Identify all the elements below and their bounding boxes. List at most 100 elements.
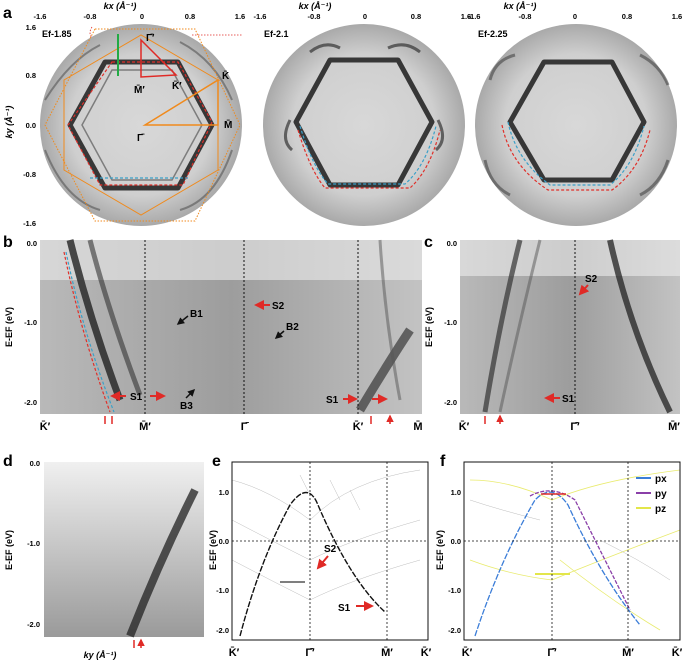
d-ytick: -2.0 xyxy=(27,620,40,629)
fermi-map-2: Ef-2.1 xyxy=(263,24,465,226)
panel-a-xticks: -1.6 -0.8 0 0.8 1.6 -1.6 -0.8 0 0.8 1.6 … xyxy=(34,12,683,21)
b-ytick: 0.0 xyxy=(27,239,37,248)
bz-k: K̄ xyxy=(222,70,230,82)
a3-xtick: -1.6 xyxy=(468,12,481,21)
bz-m: M̄ xyxy=(224,119,232,131)
bz-k-prime: K̄′ xyxy=(172,80,182,92)
b-xtick: K̄′ xyxy=(40,421,51,433)
c-annot-s2: S2 xyxy=(585,274,598,285)
a1-xtick: 0.8 xyxy=(185,12,195,21)
d-ytick: -1.0 xyxy=(27,539,40,548)
legend-label-py: py xyxy=(655,489,667,500)
a-ytick: 1.6 xyxy=(26,23,36,32)
panel-a: kx (Å⁻¹) kx (Å⁻¹) kx (Å⁻¹) ky (Å⁻¹) -1.6… xyxy=(4,1,682,228)
panel-a-kx-label-2: kx (Å⁻¹) xyxy=(299,1,332,11)
panel-label-b: b xyxy=(3,234,13,251)
f-xtick: K̄′ xyxy=(672,647,683,659)
a3-xtick: 1.6 xyxy=(672,12,682,21)
b-xtick: K̄′ xyxy=(353,421,364,433)
f-ytick: 0.0 xyxy=(451,537,461,546)
panel-label-c: c xyxy=(424,234,433,251)
panel-label-d: d xyxy=(3,453,13,470)
panel-d: E-EF (eV) 0.0 -1.0 -2.0 ky (Å⁻¹) xyxy=(4,459,204,660)
e-xtick: K̄′ xyxy=(421,647,432,659)
a3-xtick: -0.8 xyxy=(519,12,532,21)
b-annot-s1-right: S1 xyxy=(326,395,339,406)
f-xtick: M̄′ xyxy=(622,647,634,659)
a1-xtick: 0 xyxy=(140,12,144,21)
e-ytick: 0.0 xyxy=(219,537,229,546)
panel-f-legend: px py pz xyxy=(636,474,667,515)
c-xtick: M̄′ xyxy=(668,421,680,433)
fermi-map-3: Ef-2.25 xyxy=(475,24,677,226)
b-annot-b2: B2 xyxy=(286,322,299,333)
panel-label-e: e xyxy=(212,453,221,470)
c-ytick: -2.0 xyxy=(444,398,457,407)
panel-a-kx-label-1: kx (Å⁻¹) xyxy=(104,1,137,11)
b-ytick: -1.0 xyxy=(24,318,37,327)
legend-label-pz: pz xyxy=(655,504,666,515)
panel-b-ylabel: E-EF (eV) xyxy=(4,307,14,347)
bz-m-prime: M̄′ xyxy=(134,84,145,96)
map-2-energy: Ef-2.1 xyxy=(264,29,289,39)
f-xtick: K̄′ xyxy=(462,647,473,659)
fermi-map-1: Γ̄′ M̄′ K̄′ K̄ M̄ Γ̄ Ef-1.85 xyxy=(40,24,242,226)
a2-xtick: 0 xyxy=(363,12,367,21)
e-ytick: -2.0 xyxy=(216,626,229,635)
bz-gamma: Γ̄ xyxy=(137,133,145,144)
b-xtick: M̄ xyxy=(413,421,422,433)
c-annot-s1: S1 xyxy=(562,394,575,405)
a-ytick: -1.6 xyxy=(23,219,36,228)
legend-label-px: px xyxy=(655,474,667,485)
panel-a-kx-label-3: kx (Å⁻¹) xyxy=(504,1,537,11)
f-ytick: 1.0 xyxy=(451,488,461,497)
c-ytick: -1.0 xyxy=(444,318,457,327)
panel-d-xlabel: ky (Å⁻¹) xyxy=(84,650,117,660)
f-ytick: -2.0 xyxy=(448,626,461,635)
b-xtick: Γ̄ xyxy=(241,421,250,433)
a2-xtick: -1.6 xyxy=(254,12,267,21)
panel-c-ylabel: E-EF (eV) xyxy=(424,307,434,347)
a1-xtick: -1.6 xyxy=(34,12,47,21)
e-annot-s1: S1 xyxy=(338,603,351,614)
panel-a-yticks: 1.6 0.8 0.0 -0.8 -1.6 xyxy=(23,23,36,228)
panel-e: E-EF (eV) 1.0 0.0 -1.0 -2.0 K̄′ Γ̄′ M̄′ … xyxy=(208,461,432,659)
a2-xtick: 0.8 xyxy=(411,12,421,21)
f-xtick: Γ̄′ xyxy=(547,647,557,659)
panel-labels: a b c d e f xyxy=(3,5,446,470)
a2-xtick: 1.6 xyxy=(461,12,471,21)
c-xtick: K̄′ xyxy=(459,421,470,433)
c-xtick: Γ̄′ xyxy=(570,421,580,433)
bz-gamma-prime: Γ̄′ xyxy=(146,33,155,44)
map-3-energy: Ef-2.25 xyxy=(478,29,508,39)
e-annot-s2: S2 xyxy=(324,544,337,555)
panel-a-ky-label: ky (Å⁻¹) xyxy=(4,106,14,139)
panel-label-f: f xyxy=(440,453,446,470)
b-annot-b3: B3 xyxy=(180,401,193,412)
b-xtick: M̄′ xyxy=(139,421,151,433)
b-annot-s1-left: S1 xyxy=(130,392,143,403)
panel-e-ylabel: E-EF (eV) xyxy=(208,530,218,570)
panel-c: E-EF (eV) 0.0 -1.0 -2.0 K̄′ Γ̄′ M̄′ S2 S… xyxy=(424,239,680,433)
f-ytick: -1.0 xyxy=(448,586,461,595)
e-xtick: Γ̄′ xyxy=(305,647,315,659)
a-ytick: -0.8 xyxy=(23,170,36,179)
a3-xtick: 0.8 xyxy=(622,12,632,21)
a1-xtick: 1.6 xyxy=(235,12,245,21)
a3-xtick: 0 xyxy=(573,12,577,21)
e-ytick: -1.0 xyxy=(216,586,229,595)
a2-xtick: -0.8 xyxy=(308,12,321,21)
a-ytick: 0.0 xyxy=(26,121,36,130)
panel-f-ylabel: E-EF (eV) xyxy=(435,530,445,570)
map-1-energy: Ef-1.85 xyxy=(42,29,72,39)
e-ytick: 1.0 xyxy=(219,488,229,497)
panel-d-ylabel: E-EF (eV) xyxy=(4,530,14,570)
e-xtick: M̄′ xyxy=(381,647,393,659)
a1-xtick: -0.8 xyxy=(84,12,97,21)
panel-label-a: a xyxy=(3,5,12,22)
a-ytick: 0.8 xyxy=(26,71,36,80)
b-annot-s2: S2 xyxy=(272,301,285,312)
d-ytick: 0.0 xyxy=(30,459,40,468)
b-annot-b1: B1 xyxy=(190,309,203,320)
